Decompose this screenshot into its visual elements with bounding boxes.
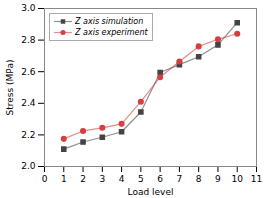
svg-text:11: 11 [251, 174, 262, 184]
svg-text:2.2: 2.2 [21, 130, 35, 140]
svg-text:3.0: 3.0 [21, 3, 36, 13]
svg-text:7: 7 [177, 174, 183, 184]
svg-text:8: 8 [196, 174, 202, 184]
svg-text:2.8: 2.8 [21, 35, 36, 45]
svg-text:Stress (MPa): Stress (MPa) [5, 60, 15, 116]
svg-text:9: 9 [215, 174, 221, 184]
svg-text:2.6: 2.6 [21, 67, 36, 77]
svg-text:3: 3 [99, 174, 105, 184]
svg-text:10: 10 [232, 174, 244, 184]
svg-text:2.0: 2.0 [21, 161, 36, 171]
svg-text:6: 6 [157, 174, 163, 184]
svg-text:0: 0 [42, 174, 48, 184]
svg-text:4: 4 [119, 174, 125, 184]
svg-text:2: 2 [80, 174, 86, 184]
svg-text:1: 1 [61, 174, 67, 184]
html-text:Z axis simulation: Z axis simulation [75, 17, 144, 26]
svg-text:5: 5 [138, 174, 144, 184]
html-text:Z axis experiment: Z axis experiment [75, 28, 148, 37]
svg-text:Load level: Load level [128, 187, 174, 197]
svg-text:2.4: 2.4 [21, 98, 36, 108]
